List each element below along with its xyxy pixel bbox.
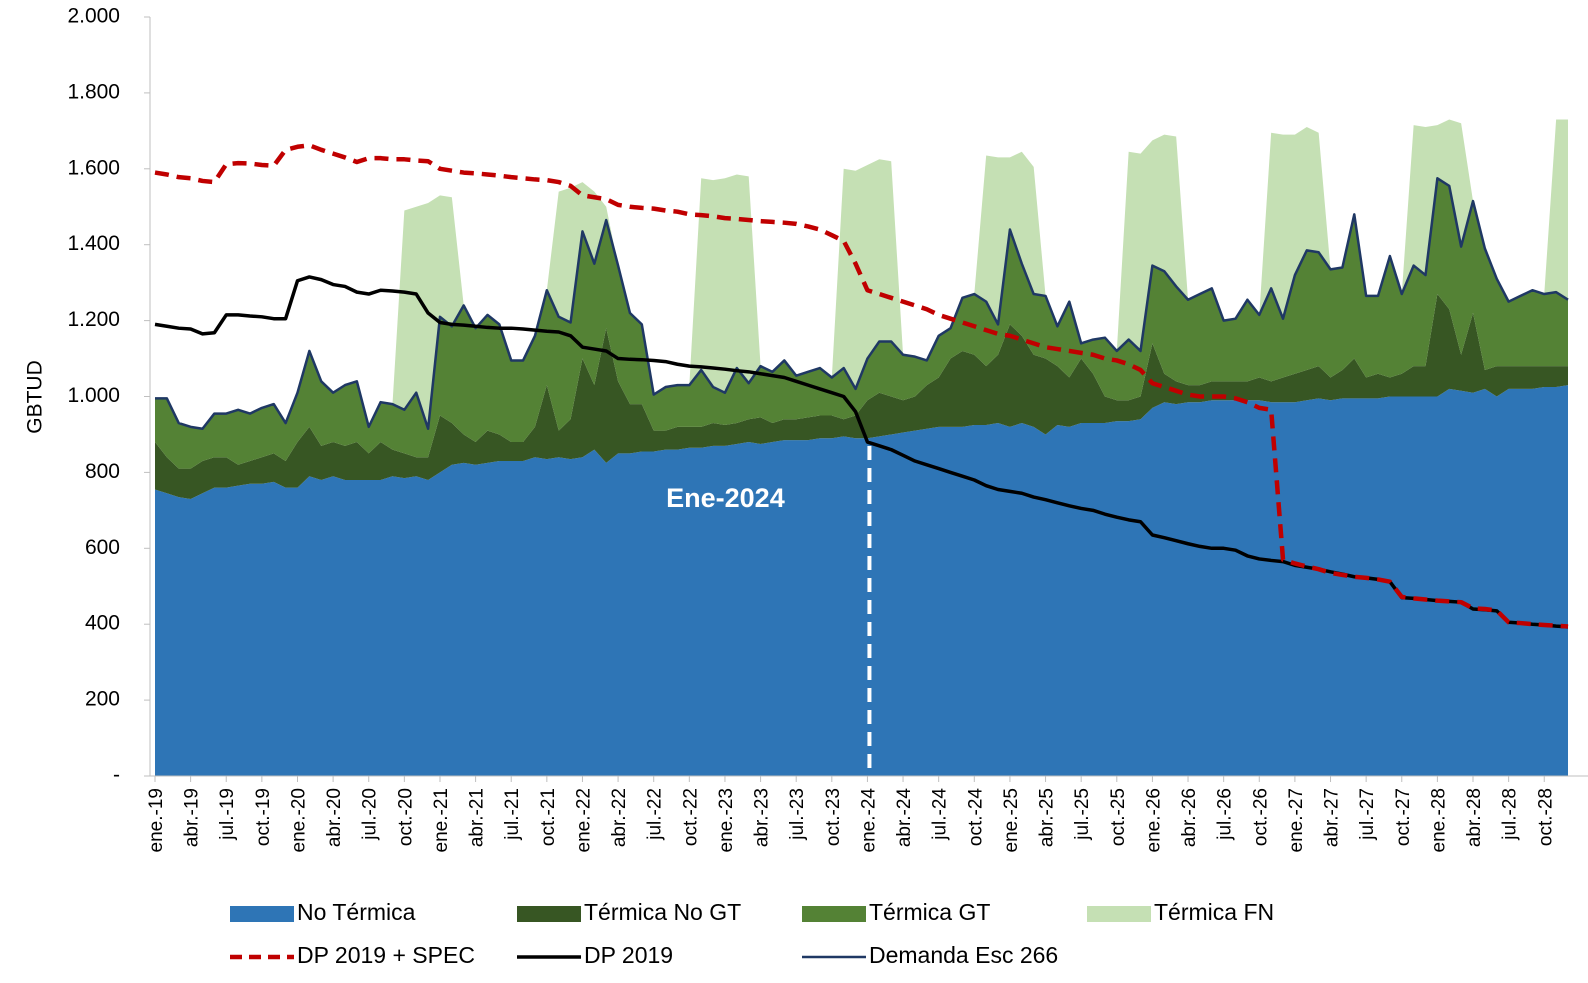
legend-label: Térmica No GT: [584, 899, 741, 925]
x-tick-label: oct.-20: [395, 788, 416, 846]
legend-swatch: [230, 906, 294, 922]
x-tick-label: ene.-25: [1001, 788, 1022, 852]
x-tick-label: jul.-27: [1357, 788, 1378, 841]
x-tick-label: jul.-21: [502, 788, 523, 841]
x-tick-label: abr.-23: [752, 788, 773, 847]
x-tick-label: jul.-20: [360, 788, 381, 841]
x-tick-label: abr.-24: [894, 788, 915, 848]
legend-label: DP 2019: [584, 942, 673, 968]
x-tick-label: abr.-26: [1179, 788, 1200, 847]
y-tick-label: 800: [85, 460, 120, 483]
x-tick-label: abr.-28: [1464, 788, 1485, 847]
x-tick-label: oct.-24: [965, 788, 986, 847]
x-tick-label: oct.-22: [680, 788, 701, 846]
x-tick-label: jul.-24: [930, 788, 951, 841]
x-tick-label: oct.-25: [1108, 788, 1129, 846]
x-tick-label: jul.-23: [787, 788, 808, 841]
legend-swatch: [802, 906, 866, 922]
legend-label: DP 2019 + SPEC: [297, 942, 475, 968]
x-tick-label: abr.-25: [1037, 788, 1058, 847]
x-tick-label: oct.-26: [1250, 788, 1271, 846]
x-tick-label: ene.-23: [716, 788, 737, 852]
x-tick-label: ene.-28: [1428, 788, 1449, 852]
x-tick-label: abr.-27: [1322, 788, 1343, 847]
y-tick-label: 400: [85, 612, 120, 635]
x-tick-label: ene.-22: [573, 788, 594, 852]
legend-label: Térmica GT: [869, 899, 990, 925]
x-tick-label: abr.-22: [609, 788, 630, 847]
x-tick-label: oct.-23: [823, 788, 844, 846]
area: [155, 385, 1568, 776]
y-tick-label: 1.600: [67, 156, 120, 179]
legend-label: No Térmica: [297, 899, 416, 925]
x-tick-label: ene.-26: [1143, 788, 1164, 852]
area: [155, 294, 1568, 499]
y-tick-label: 2.000: [67, 5, 120, 28]
legend-label: Demanda Esc 266: [869, 942, 1058, 968]
x-tick-label: jul.-22: [645, 788, 666, 841]
x-tick-label: abr.-19: [182, 788, 203, 847]
y-tick-label: 1.000: [67, 384, 120, 407]
legend-label: Térmica FN: [1154, 899, 1274, 925]
x-tick-label: abr.-20: [324, 788, 345, 847]
x-tick-label: abr.-21: [467, 788, 488, 847]
x-tick-label: oct.-19: [253, 788, 274, 846]
y-tick-label: 600: [85, 536, 120, 559]
x-tick-label: oct.-28: [1535, 788, 1556, 846]
x-tick-label: jul.-28: [1500, 788, 1521, 841]
annotation-label: Ene-2024: [666, 483, 785, 513]
line: [154, 275, 1569, 629]
area: [155, 178, 1568, 469]
y-axis-title: GBTUD: [24, 360, 47, 434]
x-tick-label: ene.-20: [288, 788, 309, 852]
y-tick-label: -: [113, 764, 120, 787]
y-tick-label: 200: [85, 688, 120, 711]
legend-swatch: [1087, 906, 1151, 922]
x-tick-label: oct.-21: [538, 788, 559, 846]
x-tick-label: ene.-21: [431, 788, 452, 852]
line: [155, 177, 1569, 431]
y-tick-label: 1.400: [67, 232, 120, 255]
x-tick-label: jul.-19: [217, 788, 238, 841]
y-tick-label: 1.200: [67, 308, 120, 331]
x-tick-label: jul.-25: [1072, 788, 1093, 841]
x-tick-label: ene.-27: [1286, 788, 1307, 852]
legend-swatch: [517, 906, 581, 922]
x-tick-label: ene.-24: [858, 788, 879, 853]
y-tick-label: 1.800: [67, 80, 120, 103]
x-tick-label: oct.-27: [1393, 788, 1414, 846]
x-tick-label: ene.-19: [146, 788, 167, 852]
x-tick-label: jul.-26: [1215, 788, 1236, 841]
